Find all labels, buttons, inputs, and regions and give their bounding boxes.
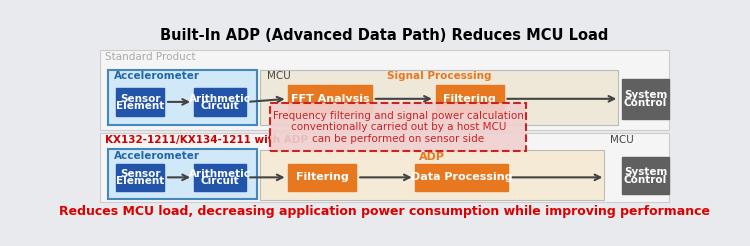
Text: Accelerometer: Accelerometer [114, 151, 200, 161]
Bar [260, 150, 604, 200]
Bar [100, 133, 669, 202]
Bar [194, 164, 247, 191]
Text: FFT Analysis: FFT Analysis [291, 94, 370, 104]
Text: Frequency filtering and signal power calculation
conventionally carried out by a: Frequency filtering and signal power cal… [273, 111, 524, 144]
Bar [108, 70, 256, 125]
Text: Reduces MCU load, decreasing application power consumption while improving perfo: Reduces MCU load, decreasing application… [58, 205, 710, 218]
Bar [288, 164, 356, 191]
Text: MCU: MCU [266, 72, 290, 81]
Text: Standard Product: Standard Product [104, 52, 195, 62]
Text: Accelerometer: Accelerometer [114, 72, 200, 81]
Bar [288, 85, 372, 113]
Text: Control: Control [624, 98, 668, 108]
Text: Element: Element [116, 176, 164, 186]
Bar [271, 103, 526, 151]
Text: Arithmetic: Arithmetic [189, 94, 251, 104]
Text: ADP: ADP [419, 152, 446, 162]
Bar [116, 88, 164, 116]
Bar [271, 103, 526, 151]
Text: Control: Control [624, 175, 668, 185]
Bar [194, 88, 247, 116]
Text: Signal Processing: Signal Processing [387, 72, 492, 81]
Text: System: System [624, 90, 668, 100]
Text: Filtering: Filtering [296, 172, 349, 182]
Text: Element: Element [116, 101, 164, 111]
Text: Filtering: Filtering [443, 94, 496, 104]
Text: Arithmetic: Arithmetic [189, 169, 251, 179]
Text: Sensor: Sensor [120, 94, 160, 104]
Bar [100, 50, 669, 130]
Bar [436, 85, 504, 113]
Bar [260, 70, 619, 125]
Text: Built-In ADP (Advanced Data Path) Reduces MCU Load: Built-In ADP (Advanced Data Path) Reduce… [160, 28, 608, 43]
Text: Data Processing: Data Processing [411, 172, 513, 182]
Text: MCU: MCU [610, 135, 634, 145]
Bar [116, 164, 164, 191]
Bar [622, 157, 669, 194]
Bar [622, 79, 669, 119]
Bar [108, 149, 256, 199]
Bar [416, 164, 509, 191]
Text: System: System [624, 167, 668, 177]
Text: KX132-1211/KX134-1211 with ADP: KX132-1211/KX134-1211 with ADP [104, 135, 308, 145]
Text: Sensor: Sensor [120, 169, 160, 179]
Text: Circuit: Circuit [201, 101, 239, 111]
Text: Circuit: Circuit [201, 176, 239, 186]
